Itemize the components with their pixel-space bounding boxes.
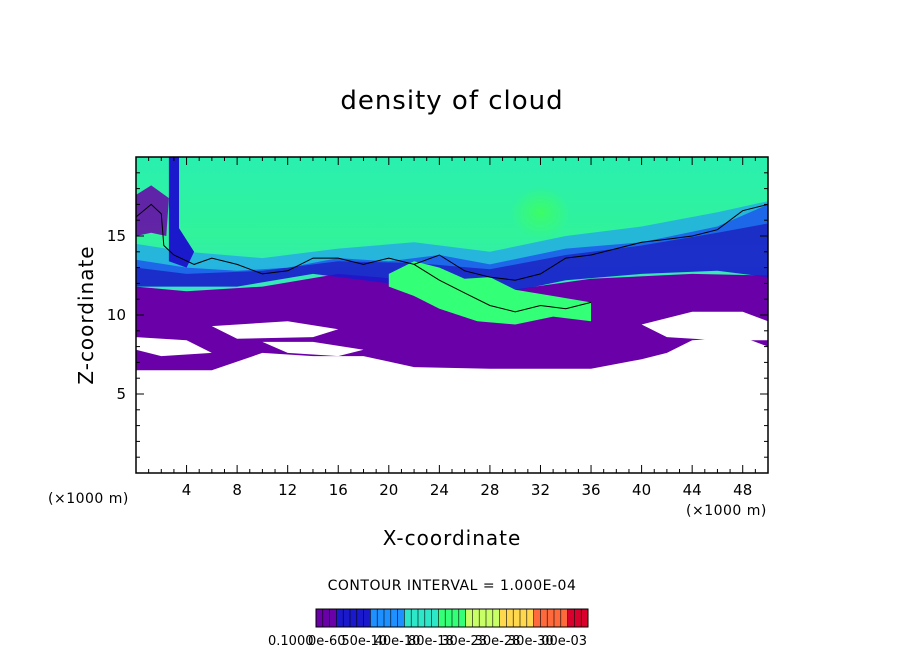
contour-line — [413, 263, 592, 313]
contour-interval-label: CONTOUR INTERVAL = 1.000E-04 — [327, 578, 577, 594]
colorbar-swatch — [567, 609, 575, 627]
x-tick-label: 48 — [733, 481, 752, 499]
colorbar-swatch — [499, 609, 507, 627]
chart-title: density of cloud — [340, 86, 564, 116]
colorbar-swatch — [370, 609, 378, 627]
colorbar-swatch — [424, 609, 432, 627]
colorbar-swatch — [506, 609, 514, 627]
colorbar-swatch — [520, 609, 527, 627]
y-axis-unit: (×1000 m) — [48, 491, 129, 507]
cloud-gap — [641, 311, 768, 341]
cloud-gap — [262, 341, 364, 357]
colorbar-swatch — [384, 609, 391, 627]
colorbar-swatch — [492, 609, 500, 627]
colorbar-swatch — [472, 609, 480, 627]
colorbar-swatch — [581, 609, 588, 627]
colorbar-swatch — [479, 609, 486, 627]
colorbar-label: 30e-30 — [507, 634, 554, 649]
colorbar-swatch — [363, 609, 371, 627]
colorbar-swatch — [445, 609, 452, 627]
colorbar-label: 30e-28 — [474, 634, 521, 649]
colorbar-swatch — [554, 609, 561, 627]
colorbar-swatch — [547, 609, 554, 627]
colorbar-swatch — [560, 609, 568, 627]
colorbar-swatch — [418, 609, 425, 627]
y-tick-label: 10 — [107, 306, 126, 324]
colorbar-swatch — [438, 609, 446, 627]
colorbar-label: 40e-10 — [374, 634, 421, 649]
x-tick-label: 24 — [430, 481, 449, 499]
x-tick-label: 36 — [581, 481, 600, 499]
colorbar-swatch — [356, 609, 364, 627]
colorbar-swatch — [452, 609, 459, 627]
colorbar-swatch — [316, 609, 323, 627]
cloud-gap — [136, 337, 212, 357]
x-tick-label: 28 — [480, 481, 499, 499]
y-axis-label: Z-coordinate — [74, 245, 98, 385]
y-tick-label: 5 — [116, 385, 126, 403]
colorbar-swatch — [458, 609, 466, 627]
colorbar-label: 0.1000 — [268, 634, 314, 649]
x-tick-label: 4 — [182, 481, 192, 499]
colorbar-swatch — [526, 609, 534, 627]
colorbar-swatch — [533, 609, 541, 627]
colorbar-label: 80e-18 — [407, 634, 454, 649]
x-tick-label: 32 — [531, 481, 550, 499]
x-axis-label: X-coordinate — [382, 526, 522, 550]
colorbar-swatch — [329, 609, 337, 627]
colorbar-swatch — [574, 609, 582, 627]
colorbar-swatch — [431, 609, 439, 627]
colorbar-swatch — [513, 609, 520, 627]
x-tick-label: 16 — [329, 481, 348, 499]
cloud-column — [136, 185, 169, 236]
y-tick-label: 15 — [107, 227, 126, 245]
cloud-gap — [211, 321, 339, 339]
colorbar-swatch — [397, 609, 405, 627]
cloud-column — [168, 157, 195, 268]
colorbar-swatch — [336, 609, 344, 627]
colorbar-swatch — [404, 609, 412, 627]
colorbar-swatch — [540, 609, 548, 627]
colorbar-label: 0e-60 — [308, 634, 346, 649]
colorbar-frame — [315, 608, 589, 628]
colorbar-swatch — [486, 609, 493, 627]
colorbar-label: 30e-23 — [441, 634, 488, 649]
x-tick-label: 12 — [278, 481, 297, 499]
cloud-core — [388, 261, 591, 325]
cloud-blue-band — [136, 204, 768, 296]
colorbar-swatch — [411, 609, 418, 627]
colorbar-swatch — [377, 609, 384, 627]
colorbar-swatch — [390, 609, 398, 627]
x-tick-label: 8 — [232, 481, 242, 499]
colorbar-swatch — [343, 609, 350, 627]
x-tick-label: 40 — [632, 481, 651, 499]
colorbar-swatch — [322, 609, 330, 627]
x-axis-unit: (×1000 m) — [686, 503, 767, 519]
colorbar-label: 50e-10 — [341, 634, 388, 649]
cloud-glow — [510, 186, 571, 239]
cloud-cyan-band — [136, 201, 768, 274]
x-tick-label: 20 — [379, 481, 398, 499]
colorbar-swatch — [465, 609, 473, 627]
colorbar-swatch — [350, 609, 357, 627]
x-tick-label: 44 — [683, 481, 702, 499]
colorbar-label: 00e-03 — [541, 634, 588, 649]
